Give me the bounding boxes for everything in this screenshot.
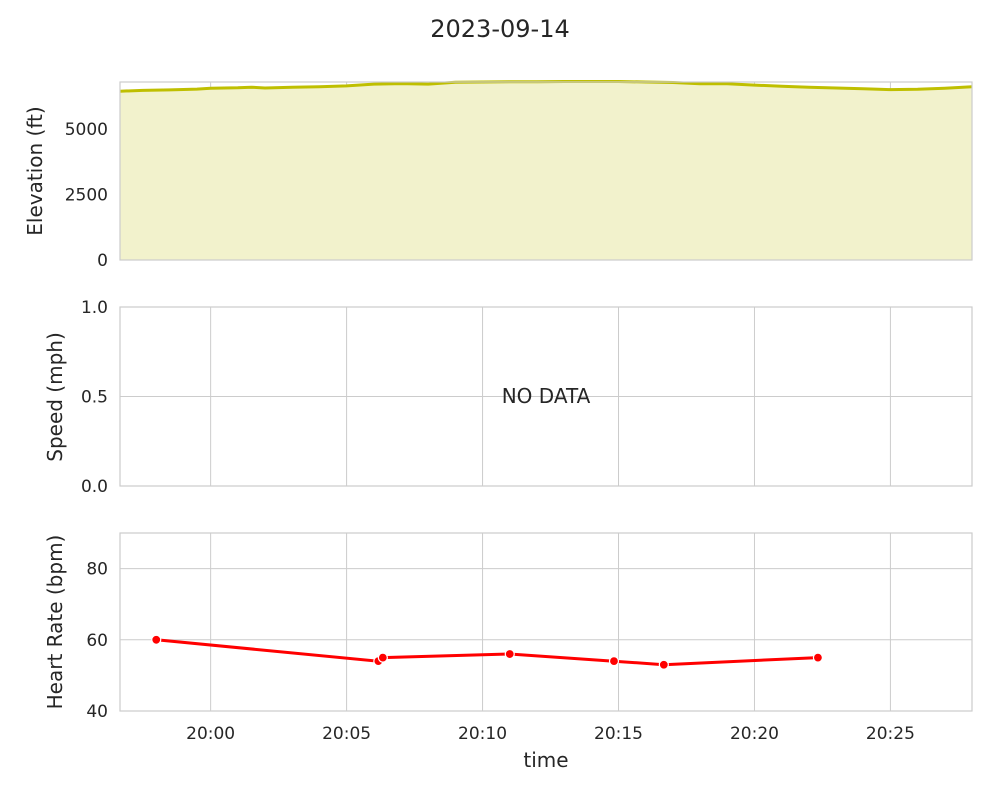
speed-frame — [119, 306, 973, 487]
elevation-y-tick-2: 5000 — [65, 120, 108, 140]
elevation-panel: 0 2500 5000 Elevation (ft) — [23, 80, 973, 271]
heart-rate-point-2 — [377, 652, 388, 663]
x-tick-4: 20:20 — [730, 724, 779, 744]
heart-rate-point-5 — [658, 659, 669, 670]
elevation-y-tick-1: 2500 — [65, 186, 108, 206]
x-tick-5: 20:25 — [866, 724, 915, 744]
chart-title: 2023-09-14 — [430, 15, 569, 43]
heart-rate-y-label: Heart Rate (bpm) — [43, 535, 67, 710]
heart-rate-point-6 — [812, 652, 824, 663]
speed-y-ticks: 0.0 0.5 1.0 — [81, 298, 108, 497]
x-tick-0: 20:00 — [186, 724, 235, 744]
x-tick-2: 20:10 — [458, 724, 507, 744]
speed-y-label: Speed (mph) — [43, 332, 67, 462]
elevation-y-label: Elevation (ft) — [23, 106, 47, 235]
x-tick-3: 20:15 — [594, 724, 643, 744]
elevation-area — [120, 81, 972, 260]
heart-rate-frame — [119, 532, 973, 712]
heart-rate-panel: 40 60 80 20:00 20:05 20:10 20:15 20:20 20:25 He… — [43, 532, 973, 772]
speed-panel: 0.0 0.5 1.0 Speed (mph) NO DATA — [43, 298, 973, 497]
heart-rate-point-4 — [608, 656, 620, 667]
heart-rate-line — [156, 638, 818, 667]
heart_rate-y-tick-0: 40 — [86, 702, 108, 722]
heart-rate-grid — [120, 533, 972, 712]
speed-y-tick-0: 0.0 — [81, 477, 108, 497]
heart-rate-point-3 — [504, 648, 515, 660]
heart_rate-y-tick-1: 60 — [86, 631, 108, 651]
elevation-frame — [119, 81, 973, 261]
elevation-y-tick-0: 0 — [97, 251, 108, 271]
no-data-annotation: NO DATA — [502, 384, 591, 408]
x-tick-1: 20:05 — [322, 724, 371, 744]
x-axis-label: time — [523, 748, 568, 772]
heart_rate-y-tick-2: 80 — [86, 560, 108, 580]
heart-rate-y-ticks: 40 60 80 — [86, 560, 108, 722]
heart-rate-point-0 — [151, 634, 162, 645]
speed-y-tick-1: 0.5 — [81, 388, 108, 408]
heart-rate-markers — [151, 634, 824, 670]
elevation-y-ticks: 0 2500 5000 — [65, 120, 108, 271]
x-ticks: 20:00 20:05 20:10 20:15 20:20 20:25 — [186, 724, 915, 744]
speed-y-tick-2: 1.0 — [81, 298, 108, 318]
